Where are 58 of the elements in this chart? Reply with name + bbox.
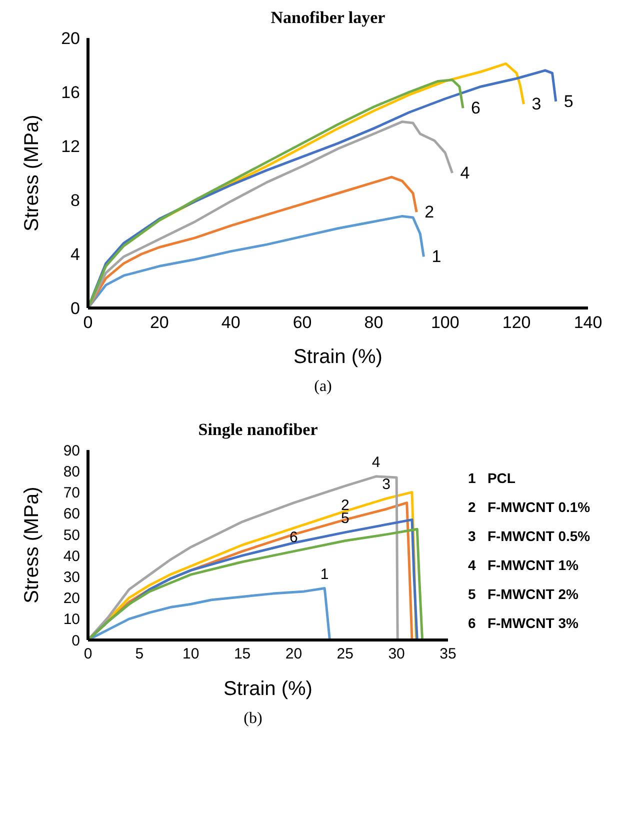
y-tick-label: 4 (70, 245, 80, 264)
y-tick-label: 10 (63, 611, 80, 628)
x-tick-label: 100 (430, 313, 460, 332)
annotation: 6 (471, 98, 480, 118)
x-tick-label: 120 (502, 313, 531, 332)
text: (a) (313, 378, 333, 396)
chart-title: Single nanofiber (197, 420, 319, 440)
x-tick-label: 5 (135, 646, 144, 663)
x-tick-label: 0 (84, 646, 92, 663)
x-tick-label: 20 (150, 313, 169, 332)
x-tick-label: 15 (234, 646, 251, 663)
line-series (88, 120, 454, 308)
annotation: 3 (382, 476, 390, 494)
y-tick-label: 8 (70, 191, 80, 210)
chart-title: Nanofiber layer (270, 8, 386, 28)
x-tick-label: 80 (364, 313, 384, 332)
y-tick-label: 90 (63, 442, 80, 460)
annotation: 1 (432, 247, 442, 266)
x-tick-label: 30 (388, 646, 405, 663)
line-series (88, 214, 425, 308)
text: 4 F-MWCNT 1% (468, 557, 580, 575)
y-tick-label: 0 (70, 299, 80, 318)
y-tick-label: 80 (63, 463, 80, 480)
annotation: 3 (532, 94, 542, 114)
annotation: 4 (460, 164, 470, 182)
text: 2 F-MWCNT 0.1% (468, 499, 590, 517)
x-tick-label: 140 (574, 313, 602, 332)
text: (b) (242, 710, 264, 728)
x-tick-label: 0 (83, 313, 93, 332)
annotation: 5 (564, 92, 574, 111)
line-series (88, 176, 418, 308)
x-axis-title: Strain (%) (294, 346, 382, 368)
text: 3 F-MWCNT 0.5% (468, 528, 590, 546)
x-tick-label: 10 (182, 646, 200, 663)
annotation: 1 (320, 566, 329, 583)
y-tick-label: 12 (61, 137, 80, 156)
y-tick-label: 20 (63, 590, 80, 608)
x-tick-label: 40 (221, 313, 240, 332)
text: 1 PCL (468, 470, 516, 488)
y-tick-label: 60 (63, 506, 80, 523)
y-tick-label: 50 (63, 526, 80, 544)
annotation: 4 (372, 454, 380, 471)
y-axis-title: Stress (MPa) (21, 114, 44, 232)
x-tick-label: 20 (285, 646, 302, 663)
y-tick-label: 40 (63, 548, 80, 565)
y-tick-label: 0 (72, 632, 80, 650)
x-axis-title: Strain (%) (224, 678, 312, 700)
y-tick-label: 30 (63, 568, 80, 586)
y-tick-label: 20 (61, 29, 80, 48)
text: 5 F-MWCNT 2% (468, 586, 580, 604)
annotation: 2 (424, 202, 434, 222)
text: 6 F-MWCNT 3% (468, 615, 580, 633)
x-tick-label: 25 (336, 646, 354, 663)
y-axis-title: Stress (MPa) (21, 486, 44, 604)
y-tick-label: 16 (61, 83, 80, 102)
y-tick-label: 70 (63, 484, 80, 502)
x-tick-label: 35 (440, 646, 456, 663)
x-tick-label: 60 (292, 313, 312, 332)
